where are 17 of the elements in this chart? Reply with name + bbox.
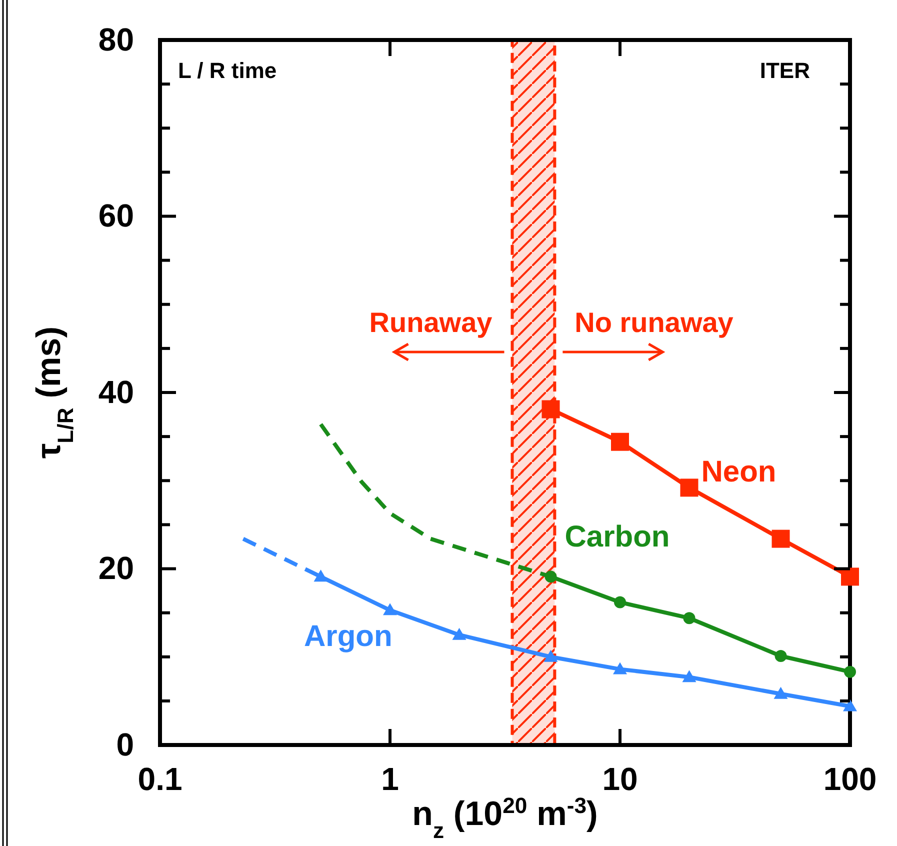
series-label: Neon — [701, 456, 776, 489]
x-axis-title: n$_{z}$ (10$^{20}$ m$^{-3}$) — [412, 792, 598, 842]
series-label: Argon — [304, 620, 392, 654]
annotation: ITER — [760, 58, 810, 83]
annotation: L / R time — [178, 58, 277, 83]
y-tick-label: 0 — [116, 726, 134, 762]
y-tick-label: 20 — [98, 550, 134, 586]
y-tick-label: 60 — [98, 197, 134, 234]
series-label: Carbon — [564, 520, 670, 554]
x-tick-label: 100 — [823, 760, 877, 797]
x-tick-label: 10 — [602, 760, 638, 797]
annotation: Runaway — [369, 307, 493, 338]
x-tick-label: 0.1 — [138, 760, 182, 797]
x-tick-label: 1 — [381, 760, 399, 797]
y-tick-label: 80 — [98, 21, 134, 58]
annotation: No runaway — [574, 307, 734, 338]
y-tick-label: 40 — [98, 374, 134, 410]
